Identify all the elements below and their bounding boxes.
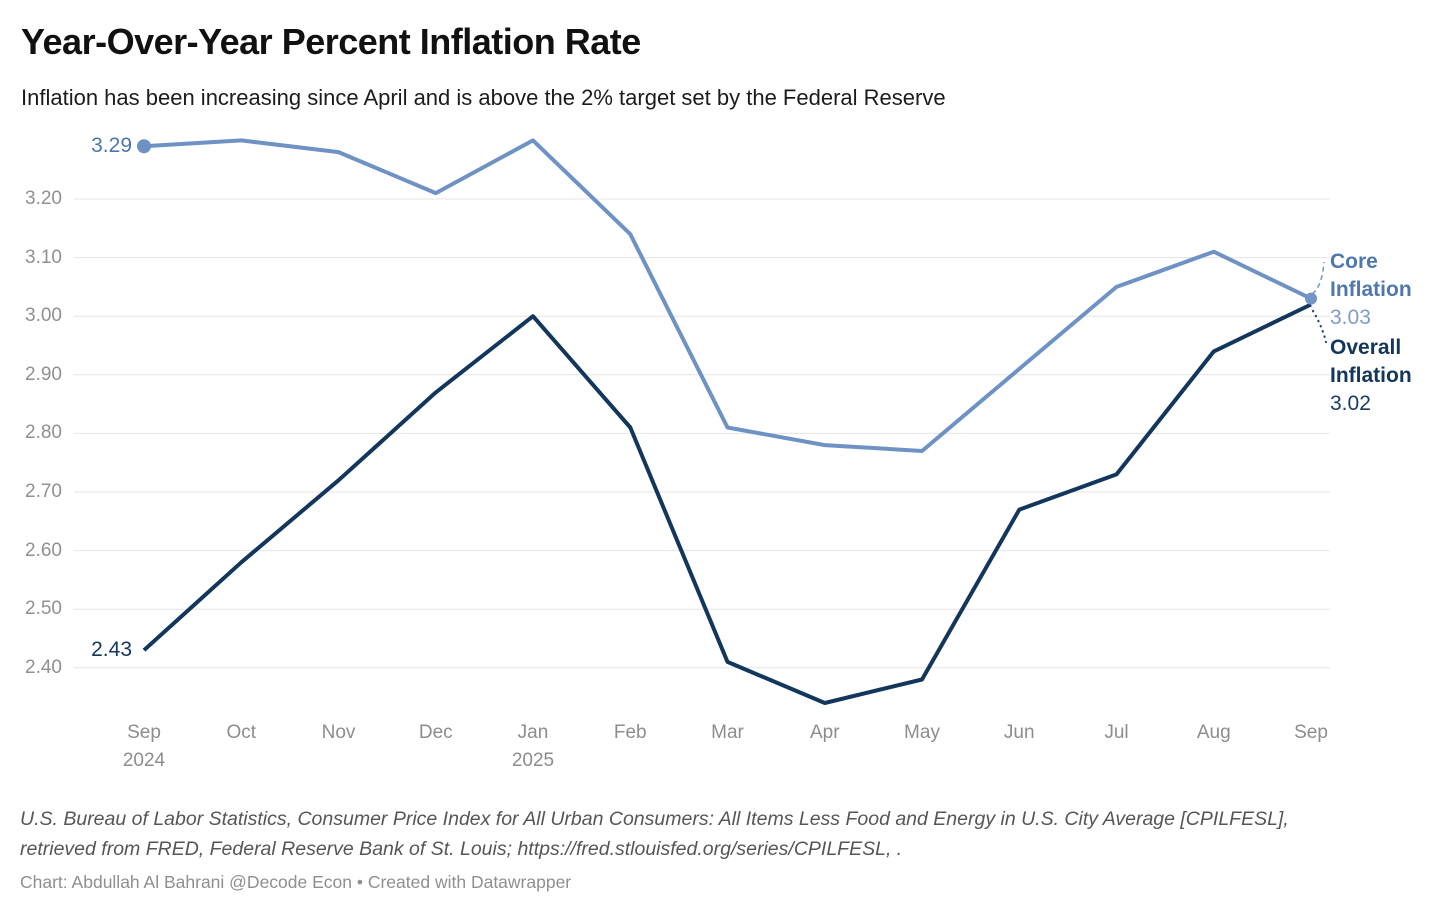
- x-tick-label: Sep: [1251, 719, 1371, 747]
- x-tick-month: Nov: [321, 722, 356, 743]
- x-tick-year: 2025: [511, 750, 555, 771]
- y-tick-label: 2.80: [25, 422, 62, 444]
- source-note: U.S. Bureau of Labor Statistics, Consume…: [20, 808, 1289, 860]
- x-tick-month: Apr: [809, 722, 840, 743]
- annotation-name: Inflation: [1330, 364, 1412, 387]
- x-tick-label: Oct: [181, 719, 301, 747]
- y-tick-label: 2.40: [25, 656, 62, 678]
- first-value-label-overall-inflation: 2.43: [91, 638, 132, 662]
- x-tick-label: Feb: [570, 719, 690, 747]
- x-tick-month: Sep: [127, 722, 161, 743]
- x-tick-month: Oct: [226, 722, 257, 743]
- x-tick-month: Feb: [613, 722, 647, 743]
- y-tick-label: 2.90: [25, 363, 62, 385]
- y-tick-label: 2.70: [25, 481, 62, 502]
- x-tick-month: Dec: [418, 722, 453, 743]
- x-tick-label: Jan 2025: [473, 719, 593, 775]
- x-tick-month: May: [904, 722, 940, 743]
- x-tick-label: Aug: [1154, 719, 1274, 747]
- annotation-name: Overall: [1330, 336, 1402, 359]
- annotation-core-inflation: Core Inflation 3.03: [1330, 248, 1412, 332]
- y-tick-label: 3.10: [25, 246, 62, 268]
- annotation-value: 3.03: [1330, 306, 1371, 329]
- x-tick-month: Jul: [1104, 722, 1129, 743]
- x-tick-label: Apr: [765, 719, 885, 747]
- start-point-marker: [137, 139, 151, 154]
- y-tick-label: 3.00: [25, 305, 62, 327]
- x-tick-label: Nov: [279, 719, 399, 747]
- x-tick-month: Sep: [1294, 722, 1328, 743]
- y-tick-label: 3.20: [25, 188, 62, 209]
- x-tick-month: Aug: [1196, 722, 1231, 743]
- annotation-value: 3.02: [1330, 392, 1371, 415]
- line-core-inflation: [143, 138, 1312, 453]
- x-tick-month: Mar: [711, 722, 744, 743]
- chart-title: Year-Over-Year Percent Inflation Rate: [21, 21, 641, 62]
- x-tick-label: Jun: [959, 719, 1079, 747]
- annotation-name: Core: [1330, 250, 1378, 273]
- chart-subtitle: Inflation has been increasing since Apri…: [21, 85, 946, 110]
- first-value-label-core-inflation: 3.29: [91, 134, 132, 158]
- x-tick-label: Sep 2024: [84, 719, 204, 775]
- x-tick-label: Dec: [376, 719, 496, 747]
- end-point-marker: [1305, 292, 1317, 305]
- core-annotation-connector: [1311, 261, 1325, 295]
- x-tick-year: 2024: [122, 750, 166, 771]
- x-tick-label: Jul: [1057, 719, 1177, 747]
- annotation-overall-inflation: Overall Inflation 3.02: [1330, 334, 1412, 418]
- x-tick-month: Jan: [517, 722, 549, 743]
- credit-note: Chart: Abdullah Al Bahrani @Decode Econ …: [20, 872, 572, 892]
- y-tick-label: 2.60: [25, 539, 62, 561]
- x-tick-month: Jun: [1003, 722, 1035, 743]
- x-tick-label: May: [862, 719, 982, 747]
- annotation-name: Inflation: [1330, 278, 1412, 301]
- overall-annotation-connector: [1311, 309, 1328, 344]
- line-overall-inflation: [142, 302, 1312, 705]
- x-tick-label: Mar: [668, 719, 788, 747]
- y-tick-label: 2.50: [25, 598, 62, 620]
